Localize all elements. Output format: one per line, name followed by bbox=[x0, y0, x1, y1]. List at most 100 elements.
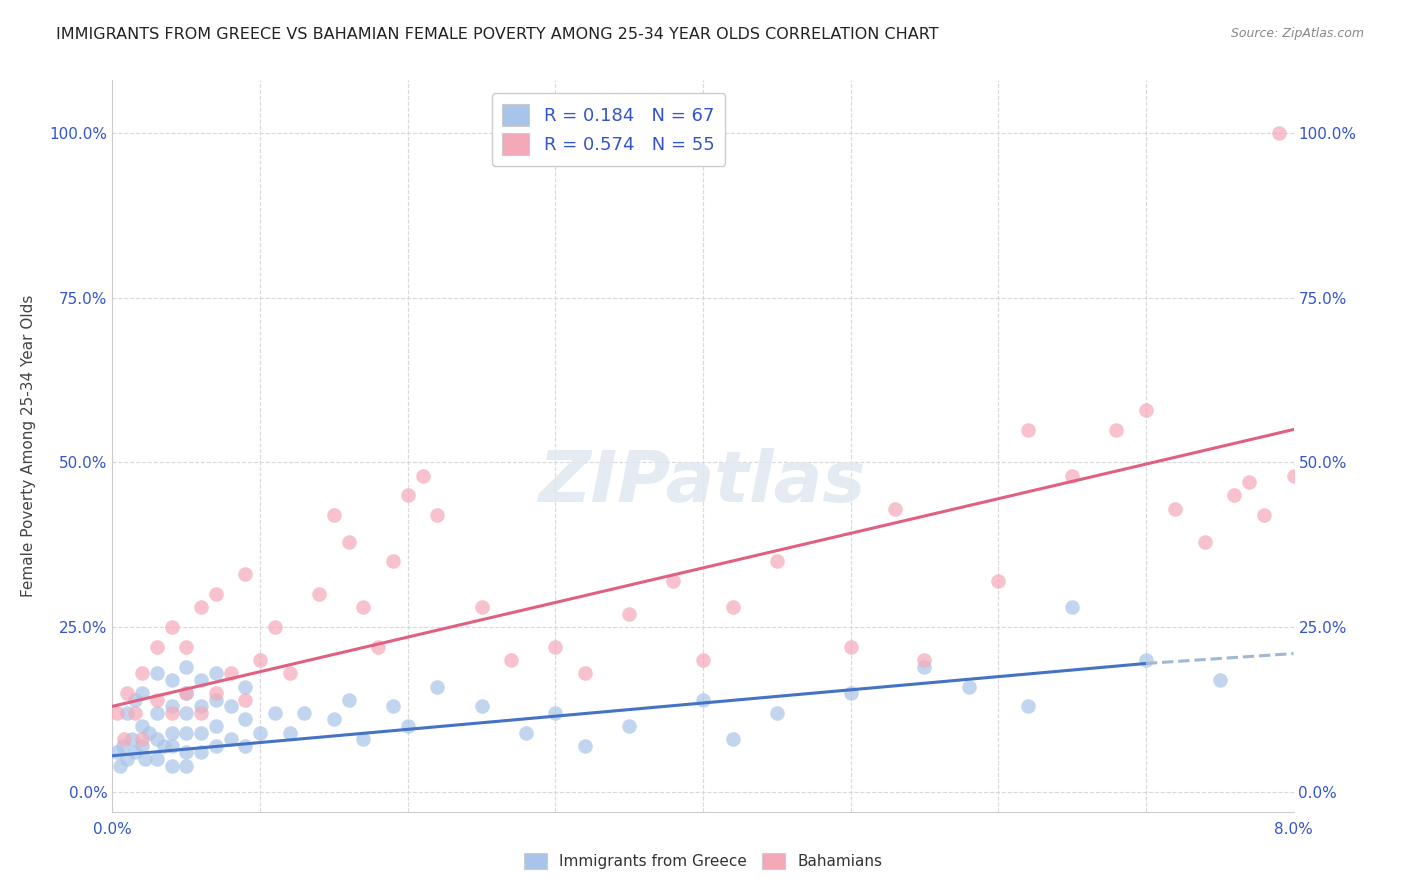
Point bbox=[131, 739, 153, 753]
Text: 8.0%: 8.0% bbox=[1274, 822, 1313, 837]
Point bbox=[1253, 508, 1275, 523]
Point bbox=[501, 653, 523, 667]
Point bbox=[205, 719, 228, 733]
Point bbox=[515, 725, 537, 739]
Point bbox=[957, 680, 980, 694]
Point bbox=[117, 752, 138, 766]
Point bbox=[233, 692, 256, 706]
Point bbox=[1282, 468, 1305, 483]
Point bbox=[692, 692, 714, 706]
Point bbox=[174, 686, 197, 700]
Y-axis label: Female Poverty Among 25-34 Year Olds: Female Poverty Among 25-34 Year Olds bbox=[21, 295, 35, 597]
Point bbox=[160, 699, 183, 714]
Point bbox=[131, 666, 153, 681]
Point bbox=[1268, 126, 1291, 140]
Point bbox=[190, 673, 212, 687]
Point bbox=[112, 732, 135, 747]
Point bbox=[233, 567, 256, 582]
Point bbox=[174, 725, 197, 739]
Point bbox=[205, 692, 228, 706]
Point bbox=[619, 607, 641, 621]
Point bbox=[160, 725, 183, 739]
Point bbox=[249, 725, 271, 739]
Point bbox=[124, 706, 146, 720]
Point bbox=[323, 508, 346, 523]
Point bbox=[190, 746, 212, 760]
Point bbox=[1194, 534, 1216, 549]
Legend: R = 0.184   N = 67, R = 0.574   N = 55: R = 0.184 N = 67, R = 0.574 N = 55 bbox=[492, 93, 725, 166]
Point bbox=[138, 725, 160, 739]
Point bbox=[352, 732, 374, 747]
Point bbox=[1135, 402, 1157, 417]
Point bbox=[396, 719, 419, 733]
Point bbox=[544, 640, 567, 654]
Point bbox=[337, 534, 360, 549]
Point bbox=[174, 706, 197, 720]
Point bbox=[205, 666, 228, 681]
Point bbox=[1135, 653, 1157, 667]
Point bbox=[160, 620, 183, 634]
Point bbox=[471, 699, 494, 714]
Point bbox=[249, 653, 271, 667]
Point bbox=[205, 587, 228, 601]
Point bbox=[426, 508, 449, 523]
Point bbox=[117, 706, 138, 720]
Point bbox=[105, 706, 128, 720]
Text: Source: ZipAtlas.com: Source: ZipAtlas.com bbox=[1230, 27, 1364, 40]
Point bbox=[308, 587, 330, 601]
Point bbox=[765, 554, 787, 568]
Point bbox=[692, 653, 714, 667]
Text: IMMIGRANTS FROM GREECE VS BAHAMIAN FEMALE POVERTY AMONG 25-34 YEAR OLDS CORRELAT: IMMIGRANTS FROM GREECE VS BAHAMIAN FEMAL… bbox=[56, 27, 939, 42]
Point bbox=[174, 746, 197, 760]
Point bbox=[131, 732, 153, 747]
Point bbox=[160, 706, 183, 720]
Point bbox=[839, 686, 862, 700]
Legend: Immigrants from Greece, Bahamians: Immigrants from Greece, Bahamians bbox=[517, 847, 889, 875]
Point bbox=[111, 739, 134, 753]
Point bbox=[264, 620, 287, 634]
Point bbox=[160, 758, 183, 772]
Point bbox=[914, 659, 936, 673]
Point bbox=[1017, 423, 1039, 437]
Point bbox=[117, 686, 138, 700]
Point bbox=[219, 666, 242, 681]
Point bbox=[146, 732, 169, 747]
Point bbox=[190, 725, 212, 739]
Point bbox=[471, 600, 494, 615]
Point bbox=[121, 732, 143, 747]
Point bbox=[367, 640, 389, 654]
Point bbox=[108, 758, 131, 772]
Point bbox=[1062, 600, 1084, 615]
Point bbox=[574, 666, 596, 681]
Point bbox=[884, 501, 907, 516]
Point bbox=[124, 746, 146, 760]
Point bbox=[174, 659, 197, 673]
Point bbox=[721, 732, 744, 747]
Point bbox=[914, 653, 936, 667]
Point bbox=[1062, 468, 1084, 483]
Point bbox=[146, 706, 169, 720]
Point bbox=[839, 640, 862, 654]
Point bbox=[153, 739, 176, 753]
Point bbox=[352, 600, 374, 615]
Point bbox=[105, 746, 128, 760]
Point bbox=[662, 574, 685, 588]
Point bbox=[619, 719, 641, 733]
Point bbox=[1239, 475, 1261, 490]
Point bbox=[146, 640, 169, 654]
Point bbox=[337, 692, 360, 706]
Point bbox=[396, 488, 419, 502]
Point bbox=[174, 640, 197, 654]
Point bbox=[1017, 699, 1039, 714]
Point bbox=[190, 600, 212, 615]
Point bbox=[146, 692, 169, 706]
Point bbox=[160, 739, 183, 753]
Point bbox=[323, 713, 346, 727]
Point bbox=[765, 706, 787, 720]
Point bbox=[131, 686, 153, 700]
Point bbox=[264, 706, 287, 720]
Point bbox=[278, 725, 301, 739]
Point bbox=[292, 706, 315, 720]
Point bbox=[190, 699, 212, 714]
Point bbox=[174, 758, 197, 772]
